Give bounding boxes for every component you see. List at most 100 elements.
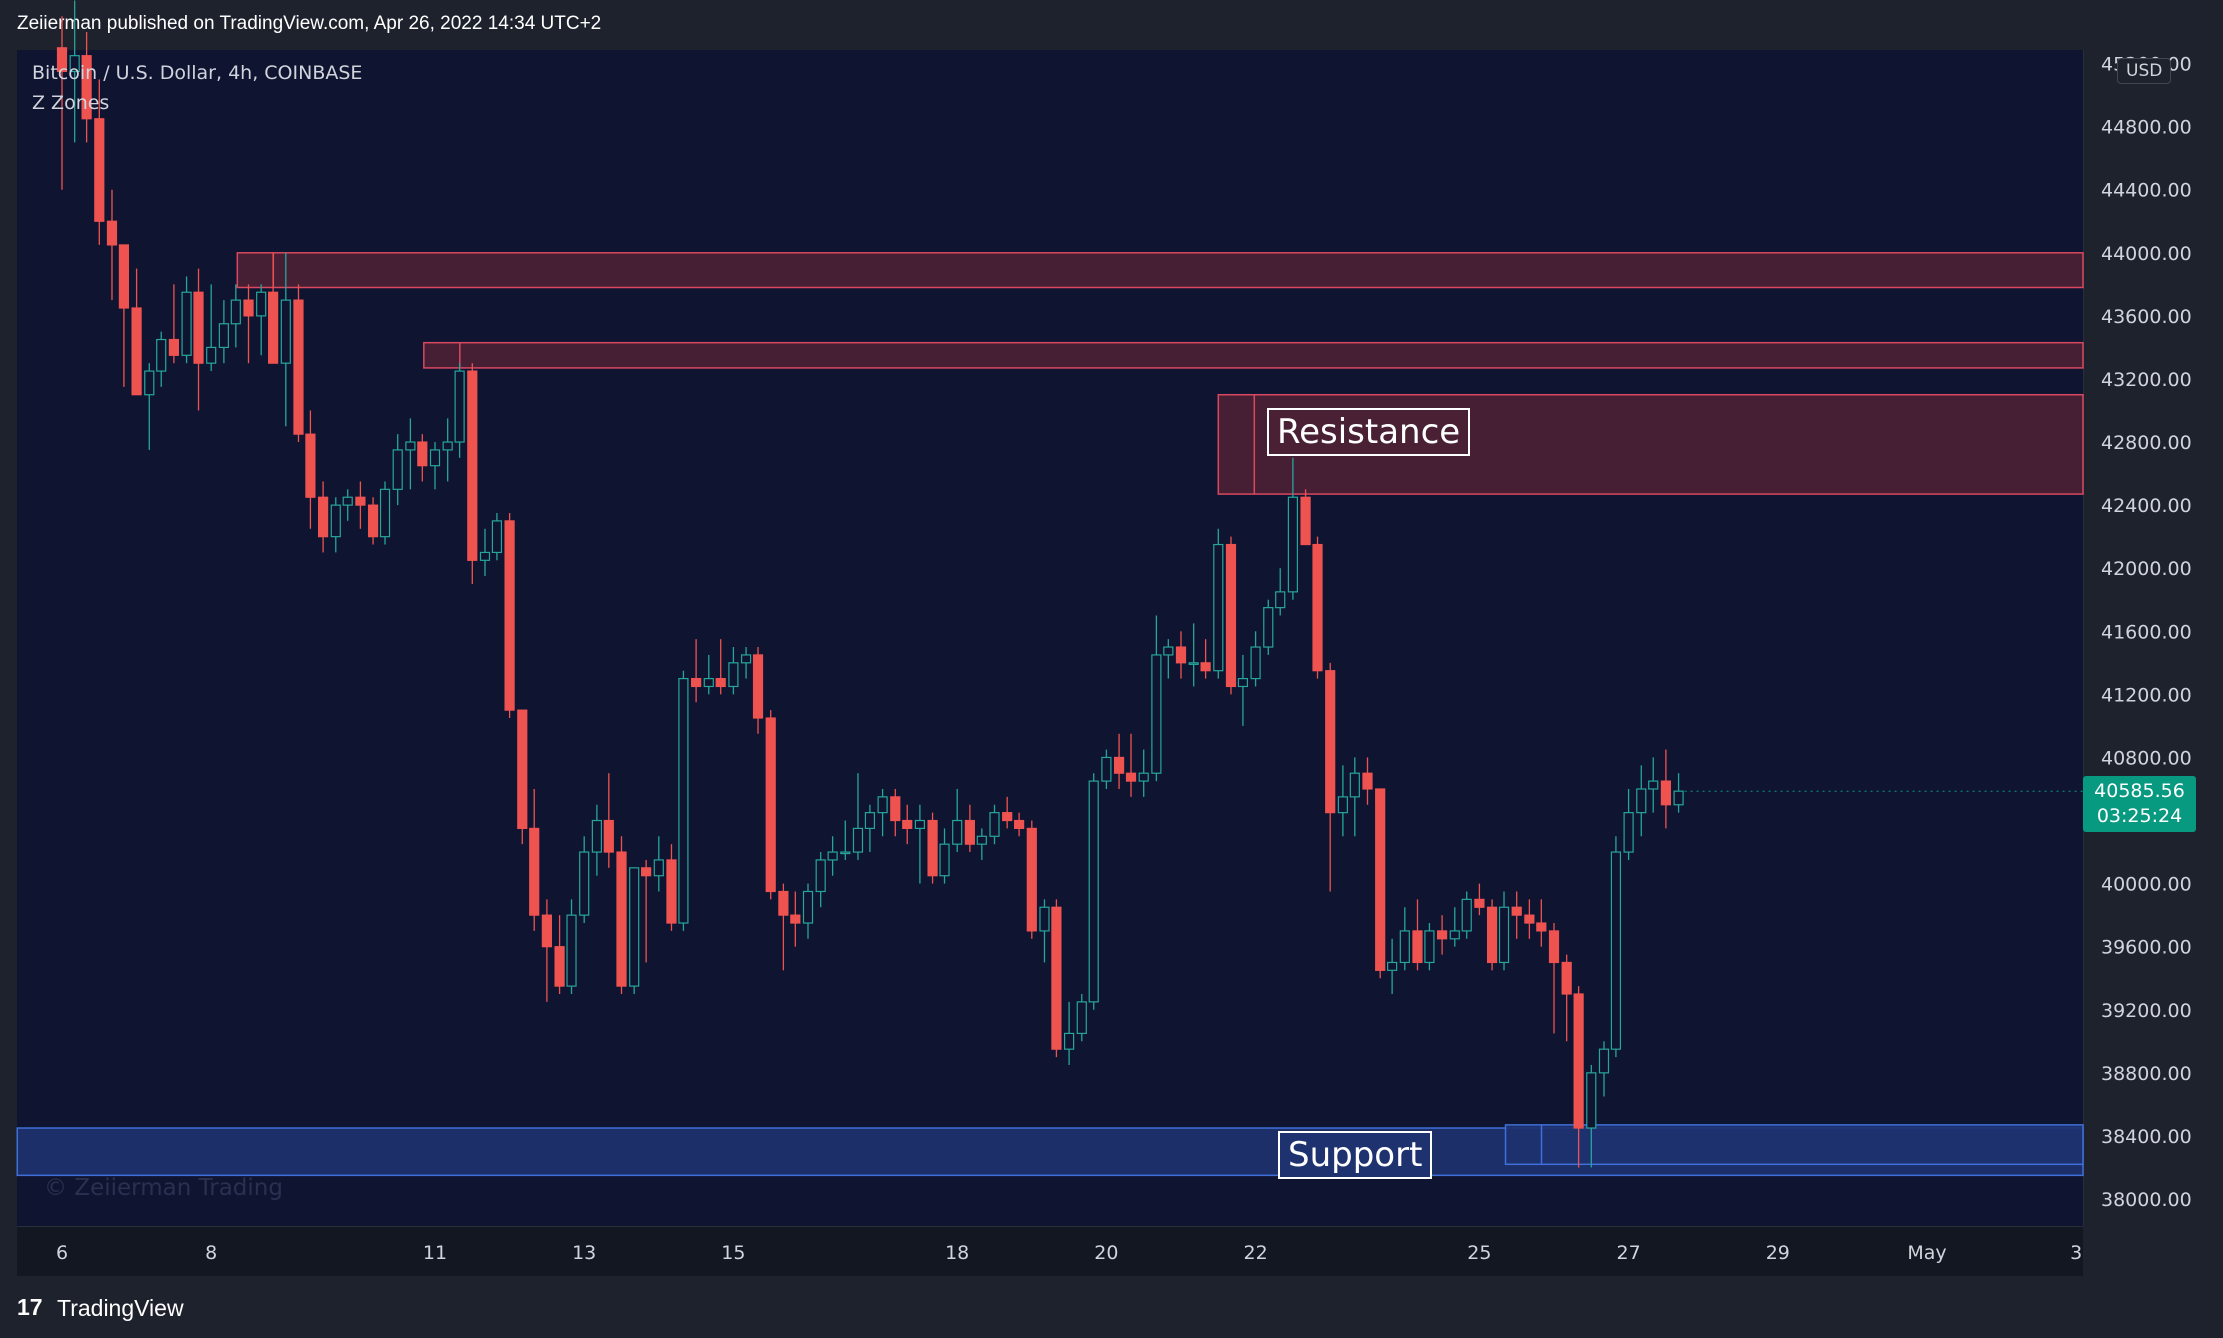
candle-body-10 (181, 291, 192, 356)
candle-body-48 (653, 859, 664, 877)
price-tick-label: 38800.00 (2101, 1063, 2192, 1085)
candle-body-62 (827, 851, 838, 861)
candle-body-33 (467, 370, 478, 561)
candle-body-58 (778, 890, 789, 916)
candle-body-110 (1424, 930, 1435, 964)
candle-body-42 (579, 851, 590, 916)
candle-body-87 (1138, 772, 1149, 782)
time-tick-label: 25 (1467, 1242, 1491, 1264)
candle-body-67 (890, 796, 901, 822)
time-axis[interactable] (17, 1226, 2083, 1277)
price-tick-label: 41200.00 (2101, 684, 2192, 706)
price-tick-label: 40000.00 (2101, 874, 2192, 896)
candle-body-0 (56, 47, 68, 73)
time-tick-label: 3 (2070, 1242, 2082, 1264)
candle-body-101 (1312, 543, 1323, 672)
candle-body-124 (1598, 1048, 1610, 1074)
candle-body-129 (1660, 780, 1672, 806)
candle-body-97 (1263, 607, 1274, 648)
candle-body-107 (1387, 961, 1398, 971)
candle-body-57 (765, 717, 776, 893)
candle-body-36 (504, 520, 515, 711)
candle-body-18 (280, 299, 291, 364)
indicator-legend[interactable]: Z Zones (32, 92, 110, 114)
candle-body-39 (541, 914, 553, 948)
time-tick-label: 18 (945, 1242, 969, 1264)
price-tick-label: 44000.00 (2101, 243, 2192, 265)
candle-body-90 (1175, 646, 1187, 664)
candle-body-130 (1673, 790, 1684, 806)
candle-body-28 (405, 441, 416, 451)
candle-body-23 (342, 496, 353, 506)
candle-body-119 (1536, 922, 1547, 932)
candle-body-108 (1399, 930, 1410, 964)
candle-body-46 (629, 867, 640, 987)
last-price-value: 40585.56 (2094, 780, 2185, 802)
candle-body-7 (144, 370, 155, 396)
candle-body-11 (193, 291, 204, 364)
currency-selector[interactable]: USD (2117, 58, 2172, 84)
support-zone-4 (1504, 1124, 2084, 1166)
price-tick-label: 44800.00 (2101, 117, 2192, 139)
candle-body-109 (1412, 930, 1423, 964)
candle-body-6 (131, 307, 142, 396)
candle-body-55 (740, 654, 752, 664)
candles-layer (56, 0, 2083, 1168)
candle-body-106 (1375, 788, 1386, 971)
candle-body-93 (1213, 543, 1224, 672)
candle-body-126 (1623, 812, 1634, 853)
time-tick-labels: 6 8 11 13 15 18 20 22 25 27 29 May 3 (56, 1242, 2082, 1264)
footer-bar: 17 TradingView (0, 1276, 2223, 1338)
candle-body-71 (939, 843, 950, 877)
candle-body-73 (964, 819, 975, 845)
time-tick-label: 8 (205, 1242, 217, 1264)
candle-body-35 (491, 520, 503, 554)
candle-body-84 (1101, 756, 1112, 782)
price-tick-label: 41600.00 (2101, 621, 2192, 643)
candle-body-116 (1498, 906, 1510, 964)
candle-body-85 (1113, 756, 1125, 774)
candle-body-125 (1610, 851, 1622, 1050)
price-tick-label: 43200.00 (2101, 369, 2192, 391)
candle-body-121 (1561, 961, 1572, 995)
zones-layer (16, 252, 2084, 1177)
candle-body-13 (218, 323, 229, 349)
candle-body-92 (1200, 662, 1211, 672)
candle-body-72 (952, 819, 963, 845)
candle-body-86 (1125, 772, 1137, 782)
candle-body-91 (1188, 662, 1199, 665)
candle-body-96 (1250, 646, 1261, 680)
candle-body-94 (1225, 543, 1237, 688)
candle-body-22 (330, 504, 341, 538)
candle-body-47 (641, 867, 652, 877)
candle-body-65 (864, 812, 876, 830)
time-tick-label: 13 (572, 1242, 596, 1264)
time-tick-label: May (1907, 1242, 1946, 1264)
candle-body-16 (256, 291, 267, 317)
candle-body-74 (976, 835, 987, 845)
support-label: Support (1278, 1131, 1433, 1179)
chart-plot-area[interactable] (17, 50, 2083, 1226)
candle-body-120 (1548, 930, 1560, 964)
price-tick-label: 42400.00 (2101, 495, 2192, 517)
time-tick-label: 6 (56, 1242, 68, 1264)
candle-body-81 (1063, 1032, 1075, 1050)
candle-body-9 (168, 338, 179, 356)
symbol-legend[interactable]: Bitcoin / U.S. Dollar, 4h, COINBASE (32, 62, 363, 84)
price-axis[interactable] (2083, 50, 2223, 1226)
candle-body-30 (429, 449, 441, 467)
candle-body-75 (989, 812, 1000, 837)
candle-body-80 (1051, 906, 1062, 1050)
price-tick-labels: 45200.0044800.0044400.0044000.0043600.00… (2101, 54, 2192, 1211)
candle-body-113 (1461, 898, 1472, 932)
candle-body-68 (902, 819, 913, 830)
candle-body-66 (877, 796, 888, 814)
candle-body-3 (94, 118, 105, 222)
candle-body-114 (1474, 898, 1485, 908)
candle-body-64 (852, 827, 864, 853)
candle-body-5 (118, 244, 130, 309)
candle-body-111 (1436, 930, 1448, 940)
candle-body-78 (1026, 827, 1037, 932)
tradingview-brand[interactable]: TradingView (57, 1295, 184, 1321)
candle-body-102 (1325, 670, 1336, 814)
